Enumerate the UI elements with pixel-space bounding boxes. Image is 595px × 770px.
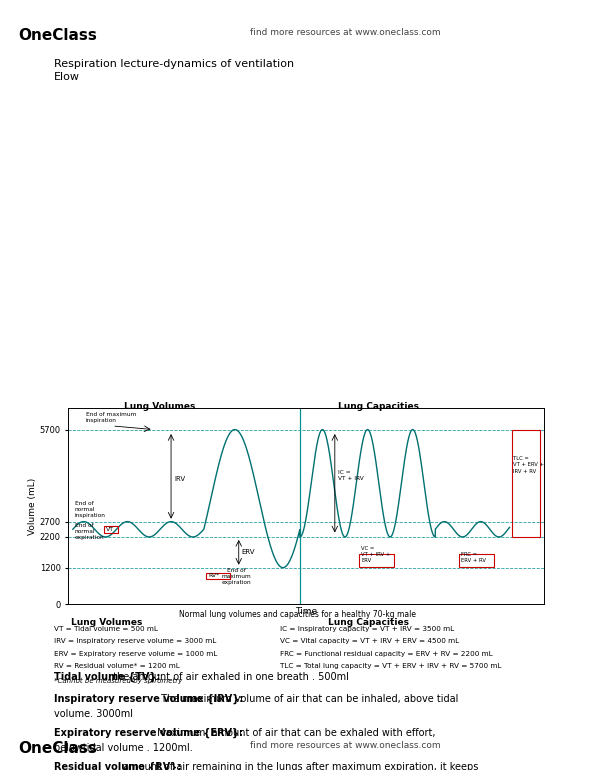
Text: Expiratory reserve volume {ERV}:: Expiratory reserve volume {ERV}:	[54, 728, 243, 738]
Text: OneClass: OneClass	[18, 28, 97, 42]
Text: TLC = Total lung capacity = VT + ERV + IRV + RV = 5700 mL: TLC = Total lung capacity = VT + ERV + I…	[280, 663, 501, 669]
Text: Normal lung volumes and capacities for a healthy 70-kg male: Normal lung volumes and capacities for a…	[179, 610, 416, 619]
Text: End of
normal
expiration: End of normal expiration	[75, 523, 105, 540]
Text: RV*: RV*	[208, 573, 220, 578]
Text: Lung Volumes: Lung Volumes	[124, 402, 196, 411]
Text: Elow: Elow	[54, 72, 80, 82]
Text: VT = Tidal volume = 500 mL: VT = Tidal volume = 500 mL	[54, 626, 158, 632]
Bar	[104, 526, 118, 534]
Text: End of
normal
inspiration: End of normal inspiration	[75, 500, 106, 518]
Text: Maximum  amount of air that can be exhaled with effort,: Maximum amount of air that can be exhale…	[155, 728, 436, 738]
Text: ERV: ERV	[242, 549, 255, 555]
Text: End of
maximum
expiration: End of maximum expiration	[222, 568, 252, 585]
Text: find more resources at www.oneclass.com: find more resources at www.oneclass.com	[250, 28, 440, 37]
Text: Tidal volume {TV}:: Tidal volume {TV}:	[54, 672, 160, 682]
Text: *Cannot be measured by spirometry: *Cannot be measured by spirometry	[54, 678, 182, 685]
Text: Lung Volumes: Lung Volumes	[71, 618, 143, 628]
Text: Residual volume {RV}:: Residual volume {RV}:	[54, 762, 181, 770]
Y-axis label: Volume (mL): Volume (mL)	[28, 477, 37, 535]
Text: volume. 3000ml: volume. 3000ml	[54, 709, 133, 719]
Text: belowtidal volume . 1200ml.: belowtidal volume . 1200ml.	[54, 743, 192, 753]
Text: The maximum volume of air that can be inhaled, above tidal: The maximum volume of air that can be in…	[158, 694, 458, 704]
Text: TLC =
VT + ERV +
IRV + RV: TLC = VT + ERV + IRV + RV	[513, 456, 544, 474]
Text: find more resources at www.oneclass.com: find more resources at www.oneclass.com	[250, 741, 440, 750]
Bar	[359, 554, 394, 567]
Text: Inspiratory reserve volume {IRV}:: Inspiratory reserve volume {IRV}:	[54, 694, 243, 704]
Text: IRV = Inspiratory reserve volume = 3000 mL: IRV = Inspiratory reserve volume = 3000 …	[54, 638, 216, 644]
Text: VT: VT	[106, 527, 114, 532]
Bar	[206, 573, 230, 579]
Text: VC = Vital capacity = VT + IRV + ERV = 4500 mL: VC = Vital capacity = VT + IRV + ERV = 4…	[280, 638, 459, 644]
Text: the amount of air exhaled in one breath . 500ml: the amount of air exhaled in one breath …	[110, 672, 349, 682]
Text: IRV: IRV	[174, 476, 185, 482]
Text: IC =
VT + IRV: IC = VT + IRV	[339, 470, 364, 481]
Text: IC = Inspiratory capacity = VT + IRV = 3500 mL: IC = Inspiratory capacity = VT + IRV = 3…	[280, 626, 454, 632]
X-axis label: Time: Time	[295, 608, 318, 616]
Text: FRC =
ERV + RV: FRC = ERV + RV	[462, 552, 487, 563]
Text: ERV = Expiratory reserve volume = 1000 mL: ERV = Expiratory reserve volume = 1000 m…	[54, 651, 217, 657]
Text: RV = Residual volume* = 1200 mL: RV = Residual volume* = 1200 mL	[54, 663, 179, 669]
Bar	[512, 430, 540, 537]
Text: amount of air remaining in the lungs after maximum expiration, it keeps: amount of air remaining in the lungs aft…	[120, 762, 478, 770]
Text: VC =
VT + IRV +
ERV: VC = VT + IRV + ERV	[361, 546, 390, 563]
Bar	[459, 554, 494, 567]
Text: OneClass: OneClass	[18, 741, 97, 755]
Text: Respiration lecture-dynamics of ventilation: Respiration lecture-dynamics of ventilat…	[54, 59, 294, 69]
Text: Lung Capacities: Lung Capacities	[338, 402, 419, 411]
Text: FRC = Functional residual capacity = ERV + RV = 2200 mL: FRC = Functional residual capacity = ERV…	[280, 651, 492, 657]
Text: Lung Capacities: Lung Capacities	[328, 618, 409, 628]
Text: End of maximum
inspiration: End of maximum inspiration	[86, 412, 136, 424]
